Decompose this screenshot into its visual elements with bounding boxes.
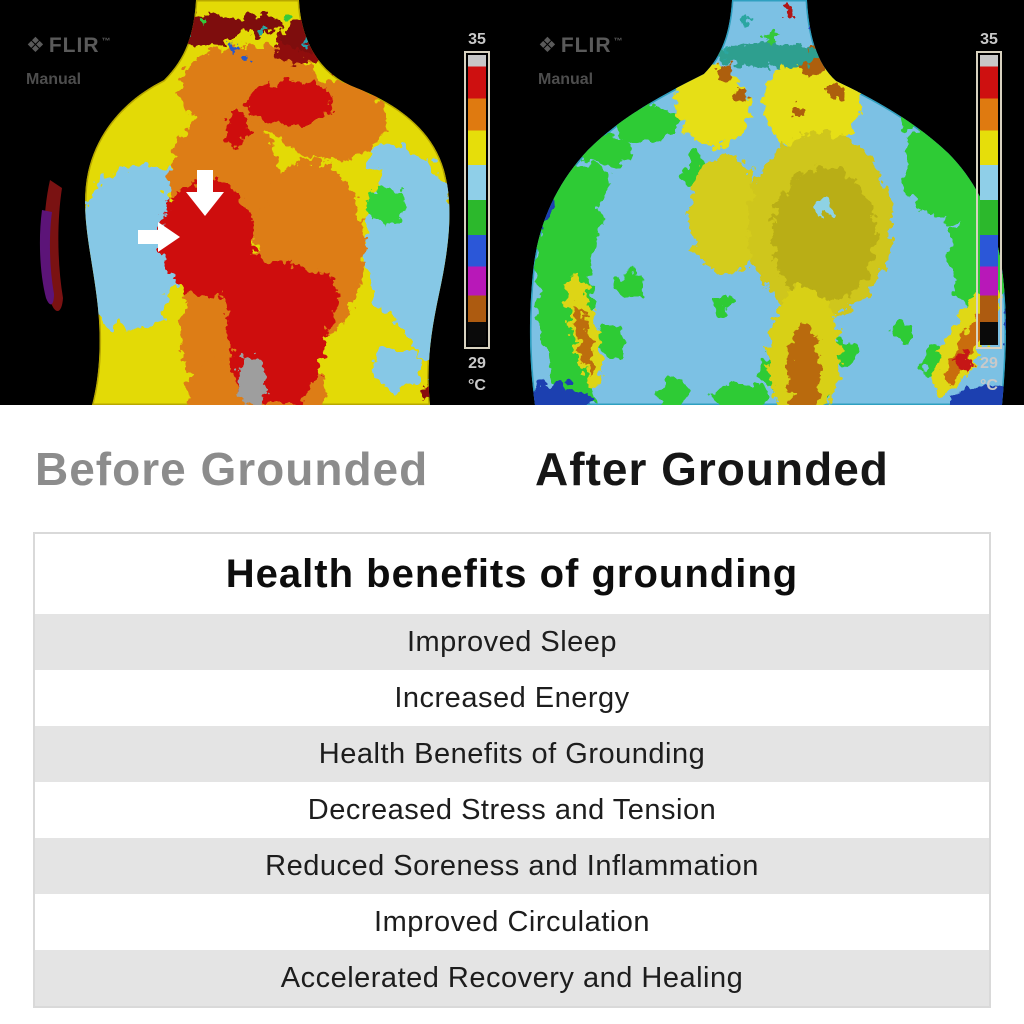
caption-after-grounded: After Grounded bbox=[535, 442, 889, 495]
flir-logo: ❖ FLIR ™ bbox=[26, 34, 111, 57]
scale-border bbox=[976, 51, 1002, 349]
benefit-row: Accelerated Recovery and Healing bbox=[35, 950, 989, 1006]
thermal-panel-after: ❖ FLIR ™ Manual 35 29 °C bbox=[512, 0, 1024, 405]
scale-colorbar bbox=[980, 55, 998, 345]
scale-max-label: 35 bbox=[468, 31, 486, 48]
body-thermogram-before bbox=[85, 0, 450, 405]
benefit-row: Improved Sleep bbox=[35, 614, 989, 670]
temperature-scale: 35 29 °C bbox=[464, 31, 490, 394]
captions-row: Before Grounded After Grounded bbox=[0, 405, 1024, 532]
scale-border bbox=[464, 51, 490, 349]
scale-unit-label: °C bbox=[980, 377, 998, 394]
benefit-row: Health Benefits of Grounding bbox=[35, 726, 989, 782]
body-thermogram-after bbox=[529, 0, 1006, 405]
benefit-row: Decreased Stress and Tension bbox=[35, 782, 989, 838]
thermal-panel-before: ❖ FLIR ™ Manual 35 29 °C bbox=[0, 0, 512, 405]
down-arrow-icon bbox=[186, 170, 224, 216]
scale-min-label: 29 bbox=[980, 355, 998, 372]
thermal-comparison-band: ❖ FLIR ™ Manual 35 29 °C bbox=[0, 0, 1024, 405]
scale-max-label: 35 bbox=[980, 31, 998, 48]
mode-label: Manual bbox=[26, 71, 81, 88]
benefit-row: Improved Circulation bbox=[35, 894, 989, 950]
caption-before-grounded: Before Grounded bbox=[35, 442, 429, 495]
flir-logo: ❖ FLIR ™ bbox=[538, 34, 623, 57]
benefits-card: Health benefits of grounding Improved Sl… bbox=[33, 532, 991, 1008]
right-arrow-icon bbox=[138, 222, 180, 252]
scale-min-label: 29 bbox=[468, 355, 486, 372]
warm-regions bbox=[566, 6, 1001, 405]
scale-colorbar bbox=[468, 55, 486, 345]
thermal-image-after: ❖ FLIR ™ Manual 35 29 °C bbox=[512, 0, 1024, 405]
benefit-row: Reduced Soreness and Inflammation bbox=[35, 838, 989, 894]
thermal-image-before: ❖ FLIR ™ Manual 35 29 °C bbox=[0, 0, 512, 405]
benefits-card-title: Health benefits of grounding bbox=[225, 552, 799, 596]
benefit-row: Increased Energy bbox=[35, 670, 989, 726]
temperature-scale: 35 29 °C bbox=[976, 31, 1002, 394]
left-arm-sliver bbox=[39, 180, 63, 312]
scale-unit-label: °C bbox=[468, 377, 486, 394]
mode-label: Manual bbox=[538, 71, 593, 88]
